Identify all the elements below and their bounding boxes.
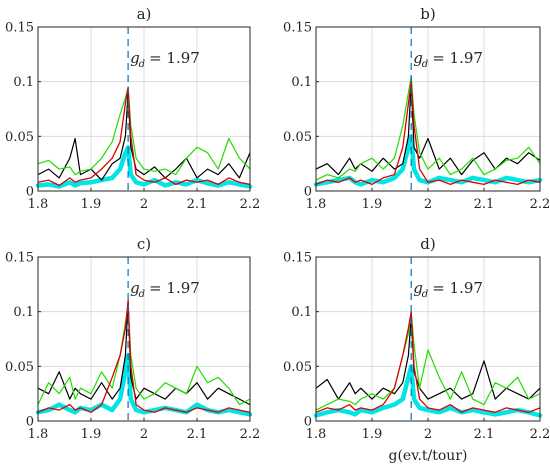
panel-label: b) [420, 5, 435, 23]
x-tick-label: 2.2 [530, 197, 550, 212]
y-tick-label: 0 [304, 185, 312, 200]
y-tick-label: 0.15 [283, 21, 312, 36]
y-tick-label: 0.15 [5, 251, 34, 266]
series-line-black [315, 316, 541, 400]
y-tick-label: 0.1 [291, 75, 312, 90]
y-tick-label: 0.1 [291, 305, 312, 320]
series-line-red [37, 300, 251, 413]
gd-annotation: = 1.97 [149, 279, 200, 297]
x-tick-label: 2 [140, 197, 148, 212]
x-tick-label: 1.8 [28, 427, 49, 442]
annotation-symbol: g [130, 49, 140, 67]
panel-label: c) [137, 235, 151, 253]
series-line-red [37, 86, 251, 187]
annotation-symbol: g [413, 279, 423, 297]
x-tick-label: 2.1 [187, 427, 208, 442]
x-tick-label: 1.8 [306, 197, 327, 212]
annotation-subscript: d [422, 59, 428, 70]
x-tick-label: 1.9 [81, 197, 102, 212]
panel-label: a) [137, 5, 152, 23]
x-tick-label: 2 [424, 427, 432, 442]
annotation-subscript: d [139, 289, 145, 300]
gd-annotation: = 1.97 [432, 279, 483, 297]
x-tick-label: 2.2 [240, 427, 261, 442]
series-line-black [37, 300, 251, 406]
x-tick-label: 2.2 [240, 197, 261, 212]
x-tick-label: 1.8 [28, 197, 49, 212]
chart-panel-2: 1.8 1.9 2 2.1 2.2 0 0.05 0.1 0.15 b) gd = 1.97 [283, 5, 550, 212]
series-line-red [315, 81, 541, 186]
x-tick-label: 1.9 [362, 427, 383, 442]
y-tick-label: 0 [304, 415, 312, 430]
chart-panel-3: 1.8 1.9 2 2.1 2.2 0 0.05 0.1 0.15 c) gd = 1.97 [5, 235, 260, 442]
gd-annotation: = 1.97 [149, 49, 200, 67]
annotation-subscript: d [422, 289, 428, 300]
x-axis-label: g(ev.t/tour) [389, 448, 468, 464]
chart-panel-4: 1.8 1.9 2 2.1 2.2 0 0.05 0.1 0.15 d) gd = 1.97 [283, 235, 550, 442]
series-line-green [315, 311, 541, 411]
x-tick-label: 2.2 [530, 427, 550, 442]
x-tick-label: 2.1 [474, 427, 495, 442]
y-tick-label: 0.1 [13, 75, 34, 90]
annotation-symbol: g [130, 279, 140, 297]
series-line-cyan [313, 364, 543, 418]
y-tick-label: 0.15 [5, 21, 34, 36]
x-tick-label: 1.9 [362, 197, 383, 212]
y-tick-label: 0.05 [5, 360, 34, 375]
y-tick-label: 0 [26, 415, 34, 430]
annotation-symbol: g [413, 49, 423, 67]
series-line-red [315, 311, 541, 413]
x-tick-label: 1.8 [306, 427, 327, 442]
series-line-cyan [35, 145, 253, 189]
y-tick-label: 0.05 [283, 360, 312, 375]
x-tick-label: 2 [140, 427, 148, 442]
panel-label: d) [420, 235, 435, 253]
y-tick-label: 0.1 [13, 305, 34, 320]
y-tick-label: 0.05 [5, 130, 34, 145]
x-tick-label: 1.9 [81, 427, 102, 442]
x-tick-label: 2.1 [187, 197, 208, 212]
y-tick-label: 0.05 [283, 130, 312, 145]
annotation-subscript: d [139, 59, 145, 70]
x-tick-label: 2 [424, 197, 432, 212]
series-line-black [37, 91, 251, 181]
y-tick-label: 0.15 [283, 251, 312, 266]
y-tick-label: 0 [26, 185, 34, 200]
x-tick-label: 2.1 [474, 197, 495, 212]
gd-annotation: = 1.97 [432, 49, 483, 67]
chart-panel-1: 1.8 1.9 2 2.1 2.2 0 0.05 0.1 0.15 a) gd = 1.97 [5, 5, 260, 212]
series-line-green [315, 75, 541, 181]
